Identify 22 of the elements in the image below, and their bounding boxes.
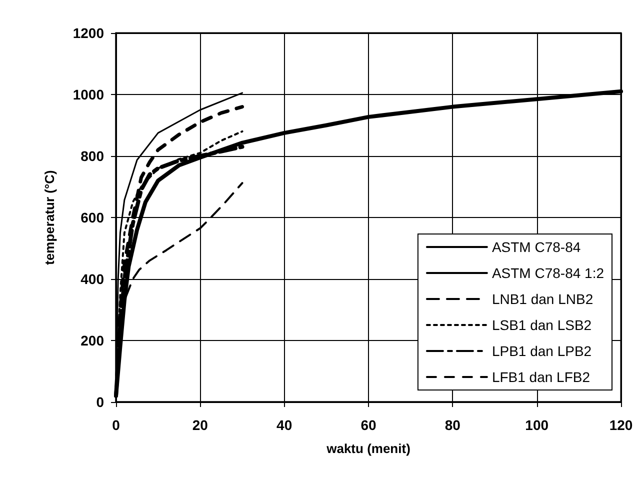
x-tick-label: 100: [525, 417, 549, 433]
y-axis-title: temperatur (°C): [42, 170, 57, 265]
legend-label: LFB1 dan LFB2: [492, 369, 590, 385]
legend-label: LPB1 dan LPB2: [492, 343, 592, 359]
y-tick-label: 1000: [72, 86, 104, 102]
legend-label: ASTM C78-84 1:2: [492, 265, 604, 281]
y-tick-label: 0: [96, 394, 104, 410]
x-axis-title: waktu (menit): [326, 441, 410, 456]
legend-label: ASTM C78-84: [492, 239, 581, 255]
y-tick-label: 400: [80, 271, 104, 287]
x-tick-label: 0: [112, 417, 120, 433]
x-tick-label: 40: [276, 417, 292, 433]
x-tick-label: 20: [192, 417, 208, 433]
x-tick-label: 80: [444, 417, 461, 433]
legend-label: LNB1 dan LNB2: [492, 291, 594, 307]
y-tick-label: 200: [80, 332, 104, 348]
y-tick-label: 1200: [72, 25, 104, 41]
y-tick-label: 800: [80, 148, 104, 164]
x-tick-label: 60: [360, 417, 376, 433]
x-tick-label: 120: [609, 417, 633, 433]
y-tick-label: 600: [80, 210, 104, 226]
legend-label: LSB1 dan LSB2: [492, 317, 592, 333]
